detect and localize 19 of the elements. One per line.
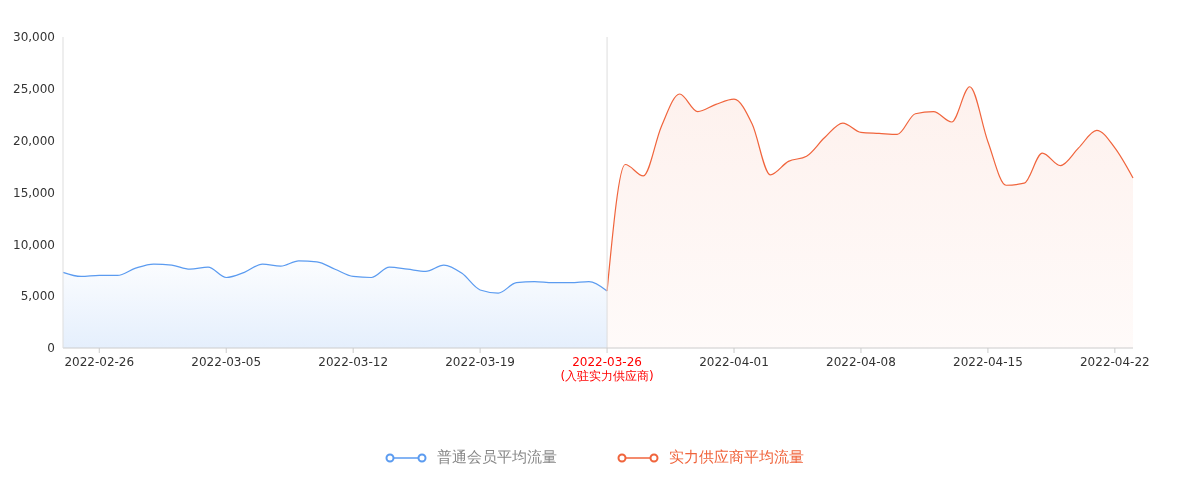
- y-tick-label: 0: [47, 341, 55, 356]
- y-tick-label: 30,000: [13, 30, 55, 45]
- y-tick-label: 25,000: [13, 82, 55, 97]
- x-tick-label: 2022-04-01: [699, 355, 769, 369]
- x-tick-label: 2022-03-05: [191, 355, 262, 369]
- x-tick-label: 2022-03-12: [318, 355, 389, 369]
- y-tick-label: 10,000: [13, 237, 55, 252]
- x-tick-label: 2022-03-19: [445, 355, 515, 369]
- y-tick-label: 15,000: [13, 185, 55, 200]
- y-tick-label: 5,000: [20, 289, 55, 304]
- x-tick-label: 2022-02-26: [64, 355, 135, 369]
- legend-label: 普通会员平均流量: [436, 448, 557, 467]
- x-tick-label: 2022-04-08: [826, 355, 896, 369]
- x-tick-label: 2022-04-15: [953, 355, 1023, 369]
- y-tick-label: 20,000: [13, 133, 55, 148]
- text: (入驻实力供应商): [560, 369, 654, 383]
- legend-label: 实力供应商平均流量: [668, 448, 804, 467]
- x-tick-label: 2022-03-26: [572, 355, 642, 369]
- x-tick-label: 2022-04-22: [1079, 355, 1150, 369]
